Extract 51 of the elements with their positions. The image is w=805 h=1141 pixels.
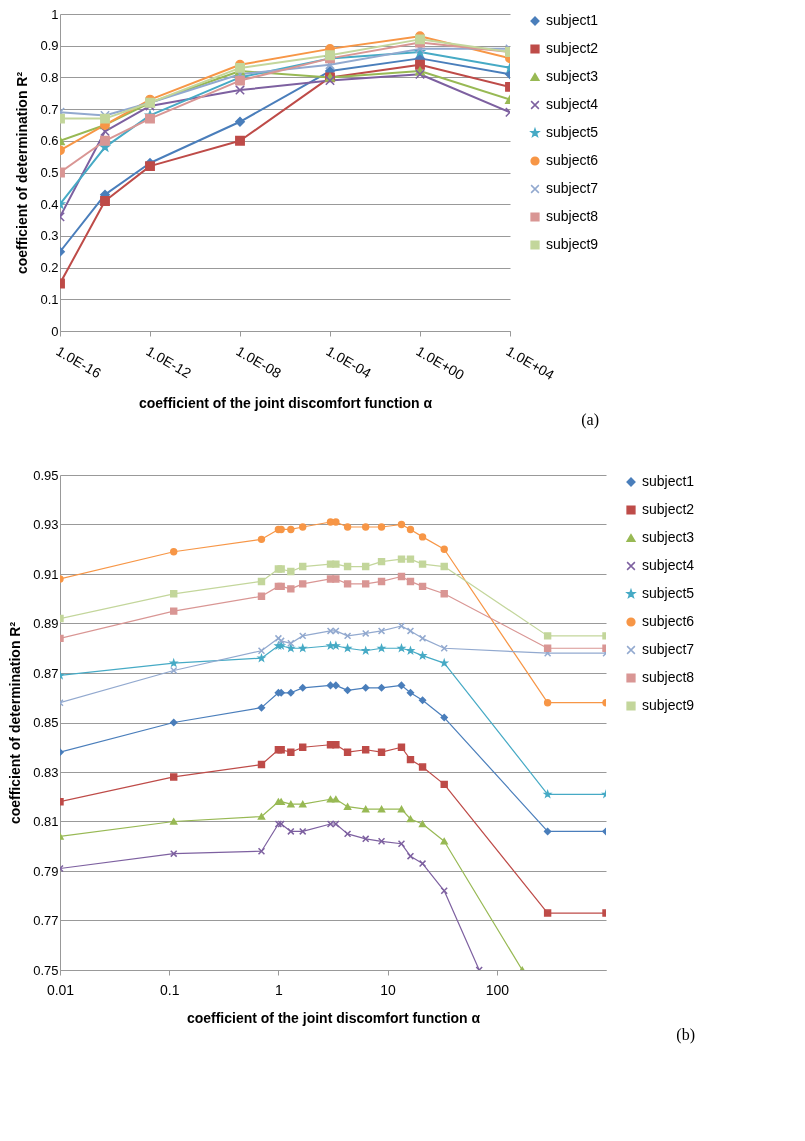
- y-tick-label: 0.75: [33, 962, 59, 978]
- y-tick-label: 0.87: [33, 665, 59, 681]
- text: (b): [676, 1026, 695, 1044]
- legend-label: subject3: [546, 68, 599, 84]
- y-tick-label: 0.6: [40, 133, 59, 149]
- x-axis-title: coefficient of the joint discomfort function α: [186, 1009, 481, 1026]
- legend-label: subject6: [546, 152, 599, 168]
- y-tick-label: 0.2: [40, 260, 59, 276]
- legend-label: subject7: [642, 641, 695, 657]
- x-tick-label: 0.1: [159, 981, 180, 998]
- y-tick-label: 0.83: [33, 764, 59, 780]
- y-tick-label: 0.85: [33, 715, 59, 730]
- legend-label: subject4: [546, 96, 599, 112]
- legend-label: subject2: [546, 40, 599, 56]
- legend-label: subject9: [546, 236, 599, 252]
- legend-label: subject5: [642, 585, 695, 601]
- x-axis-title: coefficient of the joint discomfort function α: [138, 394, 433, 411]
- y-tick-label: 0.8: [40, 69, 59, 85]
- y-tick-label: 0.7: [40, 101, 59, 117]
- legend-label: subject9: [642, 697, 695, 713]
- legend-label: subject7: [546, 180, 599, 196]
- legend-label: subject8: [546, 208, 599, 224]
- text: (a): [581, 411, 599, 430]
- legend-label: subject2: [642, 501, 695, 517]
- y-tick-label: 0.91: [33, 566, 59, 582]
- y-axis-title: coefficient of determination R²: [14, 71, 31, 275]
- x-tick-label: 10: [380, 981, 397, 998]
- legend-label: subject5: [546, 124, 599, 140]
- y-tick-label: 0.93: [33, 517, 59, 532]
- y-tick-label: 0.4: [40, 196, 59, 212]
- legend-label: subject3: [642, 529, 695, 545]
- y-tick-label: 0.89: [33, 616, 59, 631]
- y-tick-label: 1: [51, 6, 59, 22]
- y-tick-label: 0.3: [40, 228, 59, 244]
- x-tick-label: 0.01: [46, 981, 75, 998]
- legend-label: subject6: [642, 613, 695, 629]
- y-tick-label: 0: [51, 323, 59, 339]
- legend-label: subject8: [642, 669, 695, 685]
- y-axis-title: coefficient of determination R²: [7, 621, 24, 825]
- y-tick-label: 0.79: [33, 863, 59, 879]
- y-tick-label: 0.1: [40, 291, 59, 307]
- y-tick-label: 0.5: [40, 165, 59, 180]
- legend-label: subject4: [642, 557, 695, 573]
- x-tick-label: 100: [485, 981, 510, 998]
- y-tick-label: 0.77: [33, 913, 59, 928]
- y-tick-label: 0.81: [33, 814, 59, 829]
- legend-label: subject1: [642, 473, 695, 489]
- x-tick-label: 1: [275, 981, 283, 998]
- y-tick-label: 0.9: [40, 38, 59, 54]
- y-tick-label: 0.95: [33, 467, 59, 483]
- legend-label: subject1: [546, 12, 599, 28]
